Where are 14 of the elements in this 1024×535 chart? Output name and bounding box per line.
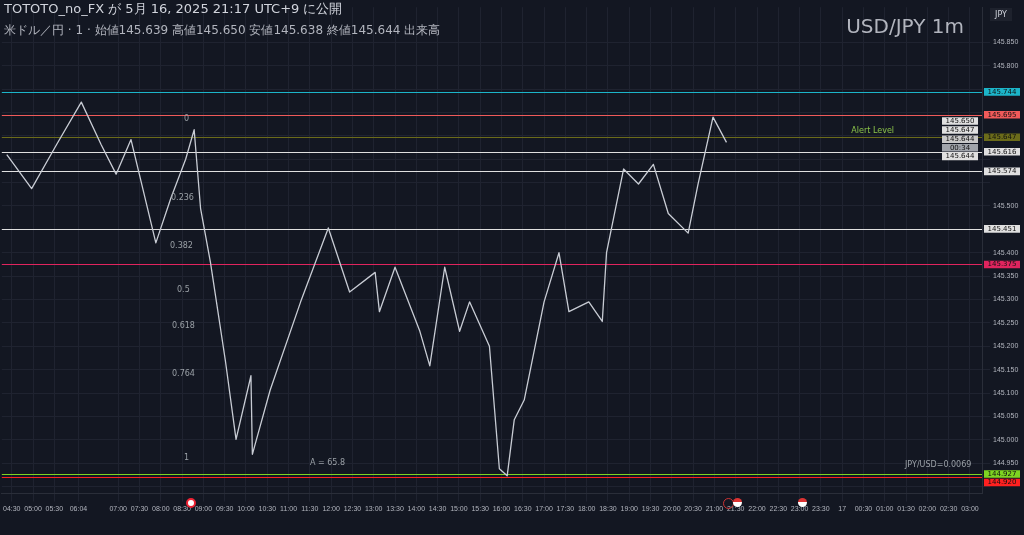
- annotation: 0.382: [170, 241, 193, 250]
- chart-title: USD/JPY 1m: [846, 14, 964, 38]
- annotation: 1: [184, 453, 190, 462]
- annotation: 0.764: [172, 369, 195, 378]
- annotation: 0.5: [177, 285, 190, 294]
- y-axis-title: JPY: [990, 8, 1012, 21]
- annotation: JPY/USD=0.0069: [905, 460, 972, 469]
- annotation: 0: [184, 114, 190, 123]
- annotation: A = 65.8: [310, 458, 346, 467]
- annotation: TOTOTO_no_FX が 5月 16, 2025 21:17 UTC+9 に公開: [4, 1, 343, 16]
- annotation: 0.618: [172, 321, 195, 330]
- annotation: Alert Level: [851, 125, 895, 135]
- text: 米ドル／円 · 1 · 始値145.639 高値145.650 安値145.638 終値145.644 出来高: [4, 22, 441, 39]
- annotation: 0.236: [171, 193, 194, 202]
